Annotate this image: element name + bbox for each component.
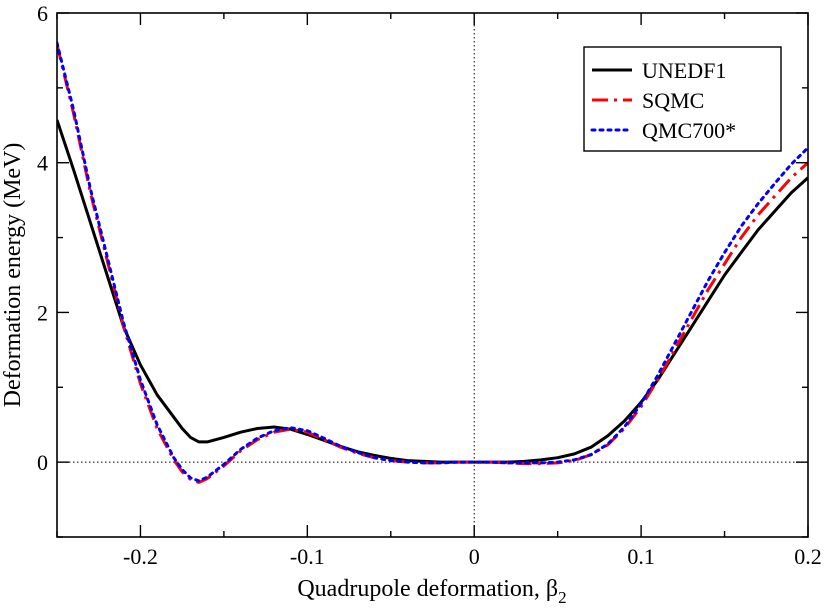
axis-tick-labels: -0.2 -0.1 0 0.1 0.2 0 2 4 6: [37, 1, 822, 569]
x-tick-label: 0.2: [794, 544, 822, 569]
x-tick-label: -0.2: [123, 544, 158, 569]
x-axis-label-subscript: 2: [558, 588, 567, 607]
y-tick-label: 6: [37, 1, 48, 26]
y-tick-label: 0: [37, 450, 48, 475]
legend-label: UNEDF1: [642, 58, 726, 83]
axis-ticks: [56, 12, 809, 538]
legend-label: QMC700*: [642, 118, 736, 143]
series-line-qmc700-: [57, 41, 808, 483]
y-tick-label: 2: [37, 300, 48, 325]
series-layer: [57, 41, 808, 484]
x-tick-label: 0.1: [627, 544, 655, 569]
plot-frame: [56, 12, 809, 538]
x-axis-label: Quadrupole deformation, β2: [297, 576, 566, 607]
series-line-unedf1: [57, 119, 808, 464]
legend-label: SQMC: [642, 88, 704, 113]
y-axis-label: Deformation energy (MeV): [0, 143, 26, 408]
x-tick-label: 0: [469, 544, 480, 569]
legend: UNEDF1 SQMC QMC700*: [583, 46, 782, 152]
y-tick-label: 4: [37, 151, 48, 176]
x-tick-label: -0.1: [290, 544, 325, 569]
reference-lines: [57, 13, 808, 537]
x-axis-label-text: Quadrupole deformation, β: [297, 576, 558, 602]
